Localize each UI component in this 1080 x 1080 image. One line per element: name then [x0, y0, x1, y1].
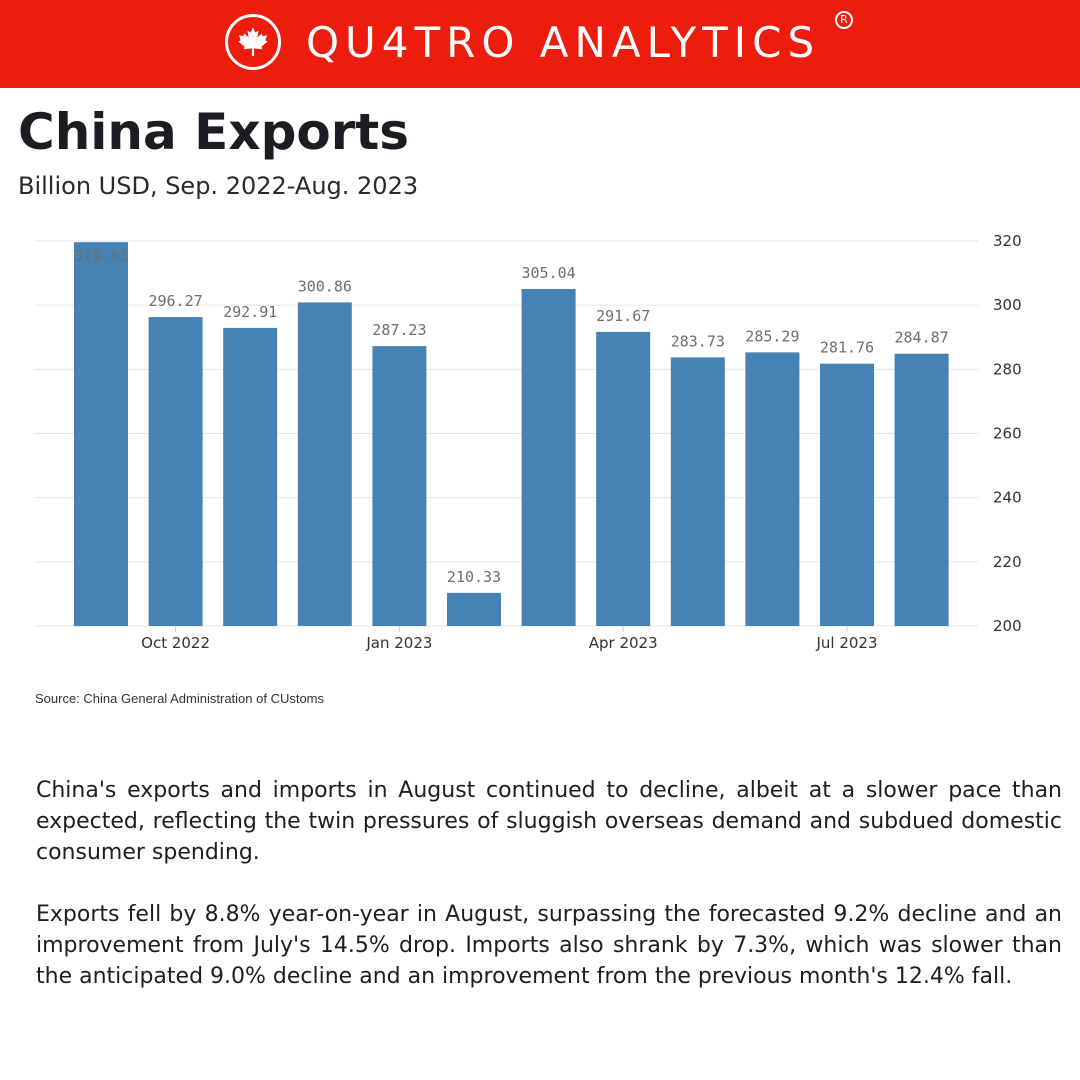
x-tick-label: Jan 2023 — [365, 634, 432, 652]
data-label: 210.33 — [447, 568, 501, 586]
y-tick-label: 260 — [993, 425, 1022, 443]
data-label: 319.63 — [74, 247, 128, 265]
data-label: 305.04 — [522, 264, 576, 282]
bar — [894, 353, 949, 626]
page-subtitle: Billion USD, Sep. 2022-Aug. 2023 — [18, 172, 419, 200]
bar — [670, 357, 725, 626]
brand-banner: QU4TRO ANALYTICS R — [0, 0, 1080, 88]
bar — [447, 592, 501, 626]
data-label: 292.91 — [223, 303, 277, 321]
page-title: China Exports — [18, 103, 410, 161]
y-tick-label: 220 — [993, 553, 1022, 571]
body-paragraph-1: China's exports and imports in August co… — [36, 778, 1062, 865]
bar — [223, 327, 278, 626]
registered-mark: R — [835, 11, 853, 29]
brand-name: QU4TRO ANALYTICS — [306, 18, 821, 67]
bar — [521, 288, 576, 626]
body-paragraph-2: Exports fell by 8.8% year-on-year in Aug… — [36, 902, 1062, 989]
y-tick-label: 280 — [993, 360, 1022, 378]
data-label: 287.23 — [372, 321, 426, 339]
data-label: 284.87 — [895, 329, 949, 347]
data-label: 283.73 — [671, 332, 725, 350]
bar — [372, 346, 427, 626]
maple-leaf-icon — [225, 14, 281, 70]
x-tick-label: Jul 2023 — [815, 634, 877, 652]
x-tick-label: Oct 2022 — [141, 634, 210, 652]
data-label: 300.86 — [298, 277, 352, 295]
x-tick-label: Apr 2023 — [589, 634, 658, 652]
bar — [820, 363, 874, 626]
bar — [596, 331, 651, 626]
y-tick-label: 240 — [993, 489, 1022, 507]
data-label: 296.27 — [149, 292, 203, 310]
data-label: 281.76 — [820, 339, 874, 357]
y-tick-label: 300 — [993, 296, 1022, 314]
bar — [297, 302, 352, 626]
data-label: 285.29 — [745, 327, 799, 345]
bar — [148, 317, 203, 626]
source-note: Source: China General Administration of … — [35, 691, 325, 706]
bar — [745, 352, 800, 626]
y-tick-label: 320 — [993, 232, 1022, 250]
y-tick-label: 200 — [993, 617, 1022, 635]
exports-bar-chart: 200 220 240 260 280 300 320 319.63 296.27 292.91 3… — [34, 232, 1022, 652]
bar — [74, 242, 128, 627]
data-label: 291.67 — [596, 307, 650, 325]
